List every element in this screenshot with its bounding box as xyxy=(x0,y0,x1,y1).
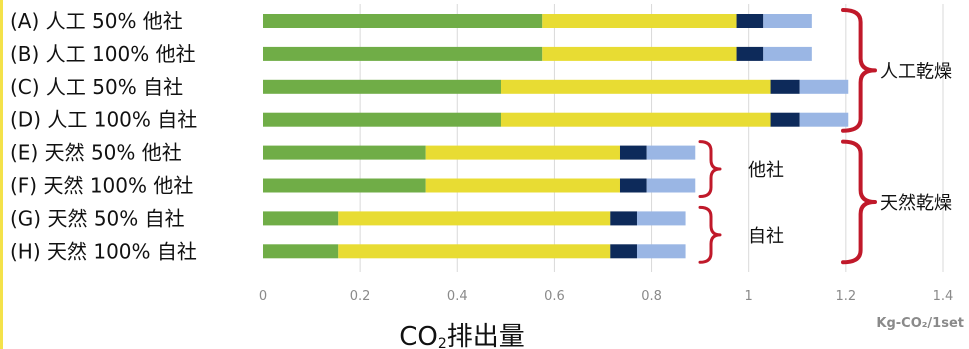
category-label: (H) 天然 100% 自社 xyxy=(10,239,197,263)
group-brace xyxy=(698,140,722,198)
bar-segment xyxy=(263,79,501,94)
bar-segment xyxy=(263,244,339,259)
x-tick-label: 1 xyxy=(745,289,753,304)
bar-segment xyxy=(425,178,620,193)
bar-segment xyxy=(736,46,764,61)
bar-segment xyxy=(736,14,764,28)
bar-segment xyxy=(542,46,737,61)
category-label: (C) 人工 50% 自社 xyxy=(10,75,183,99)
bar-segment xyxy=(799,79,849,94)
bar-segment xyxy=(763,14,812,28)
bar-segment xyxy=(619,178,647,193)
bar-segment xyxy=(500,112,771,127)
group-label: 他社 xyxy=(748,160,784,181)
group-brace xyxy=(841,8,877,133)
bar-segment xyxy=(338,211,611,226)
bar-segment xyxy=(646,178,696,193)
category-label: (B) 人工 100% 他社 xyxy=(10,42,196,66)
bar-segment xyxy=(799,112,849,127)
x-tick-label: 1.2 xyxy=(835,289,856,304)
group-label: 人工乾燥 xyxy=(880,61,952,82)
bar-segment xyxy=(619,145,647,160)
bar-segment xyxy=(263,145,426,160)
bar-segment xyxy=(263,112,501,127)
bar-segment xyxy=(263,178,426,193)
group-brace xyxy=(841,139,877,265)
x-tick-label: 0.8 xyxy=(641,289,662,304)
x-tick-label: 0 xyxy=(259,289,267,304)
bar-segment xyxy=(770,112,800,127)
category-label: (D) 人工 100% 自社 xyxy=(10,108,197,132)
group-brace xyxy=(698,205,722,264)
x-tick-label: 1.4 xyxy=(933,289,954,304)
bar-segment xyxy=(263,46,543,61)
bar-segment xyxy=(610,211,637,226)
bar-segment xyxy=(542,14,737,28)
group-label: 自社 xyxy=(748,226,784,247)
group-label: 天然乾燥 xyxy=(880,193,952,214)
bar-segment xyxy=(263,211,339,226)
bar-segment xyxy=(263,14,543,28)
bar-segment xyxy=(610,244,637,259)
bar-segment xyxy=(636,211,686,226)
bar-segment xyxy=(646,145,696,160)
bar-segment xyxy=(763,46,812,61)
x-axis-title: CO2排出量 xyxy=(399,322,525,349)
bar-segment xyxy=(338,244,611,259)
unit-label: Kg-CO₂/1set xyxy=(876,316,964,331)
bar-segment xyxy=(636,244,686,259)
category-label: (A) 人工 50% 他社 xyxy=(10,9,183,33)
bar-segment xyxy=(425,145,620,160)
x-tick-label: 0.4 xyxy=(447,289,468,304)
category-label: (F) 天然 100% 他社 xyxy=(10,174,193,198)
bar-segment xyxy=(500,79,771,94)
category-label: (G) 天然 50% 自社 xyxy=(10,206,185,230)
x-tick-label: 0.6 xyxy=(544,289,565,304)
x-tick-label: 0.2 xyxy=(350,289,371,304)
left-edge-decoration xyxy=(0,0,3,349)
category-label: (E) 天然 50% 他社 xyxy=(10,141,182,165)
bar-segment xyxy=(770,79,800,94)
